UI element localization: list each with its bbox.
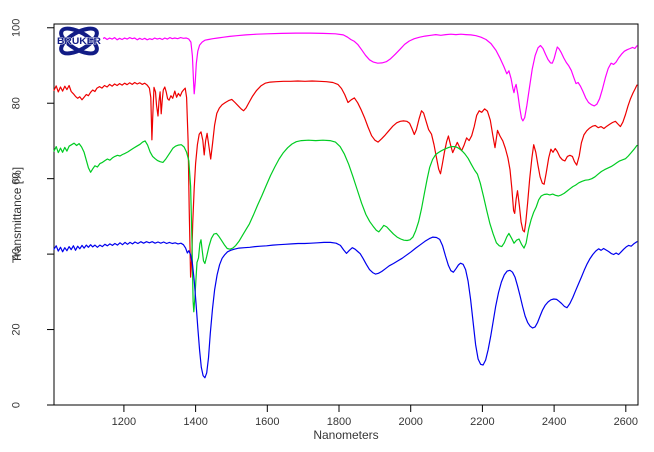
y-tick-label: 60 xyxy=(11,173,23,185)
atom-orbits-icon xyxy=(59,26,99,56)
x-tick-label: 2600 xyxy=(614,416,638,428)
spectrum-line-green xyxy=(53,139,638,313)
x-tick-label: 2000 xyxy=(398,416,422,428)
bruker-logo: BRUKER xyxy=(55,26,103,57)
axis-ticks: 1200 1400 1600 1800 2000 2200 2400 2600 0 20 40 60 8… xyxy=(11,19,639,428)
x-tick-label: 1400 xyxy=(183,416,207,428)
x-axis-title: Nanometers xyxy=(313,428,378,442)
x-tick-label: 1800 xyxy=(327,416,351,428)
logo-wordmark: BRUKER xyxy=(57,36,102,46)
x-tick-label: 2400 xyxy=(542,416,566,428)
x-tick-label: 1200 xyxy=(112,416,136,428)
spectrum-line-magenta xyxy=(101,32,638,122)
x-tick-label: 1600 xyxy=(255,416,279,428)
spectrum-line-blue xyxy=(53,236,638,379)
y-axis-title: Transmittance [%] xyxy=(10,167,24,263)
y-tick-label: 80 xyxy=(11,97,23,109)
y-tick-label: 20 xyxy=(11,323,23,335)
plot-area xyxy=(53,23,639,406)
x-tick-label: 2200 xyxy=(470,416,494,428)
y-tick-label: 40 xyxy=(11,248,23,260)
y-tick-label: 100 xyxy=(11,19,23,37)
y-tick-label: 0 xyxy=(11,402,23,408)
spectrum-line-red xyxy=(53,80,638,278)
spectra-curves xyxy=(53,32,638,379)
